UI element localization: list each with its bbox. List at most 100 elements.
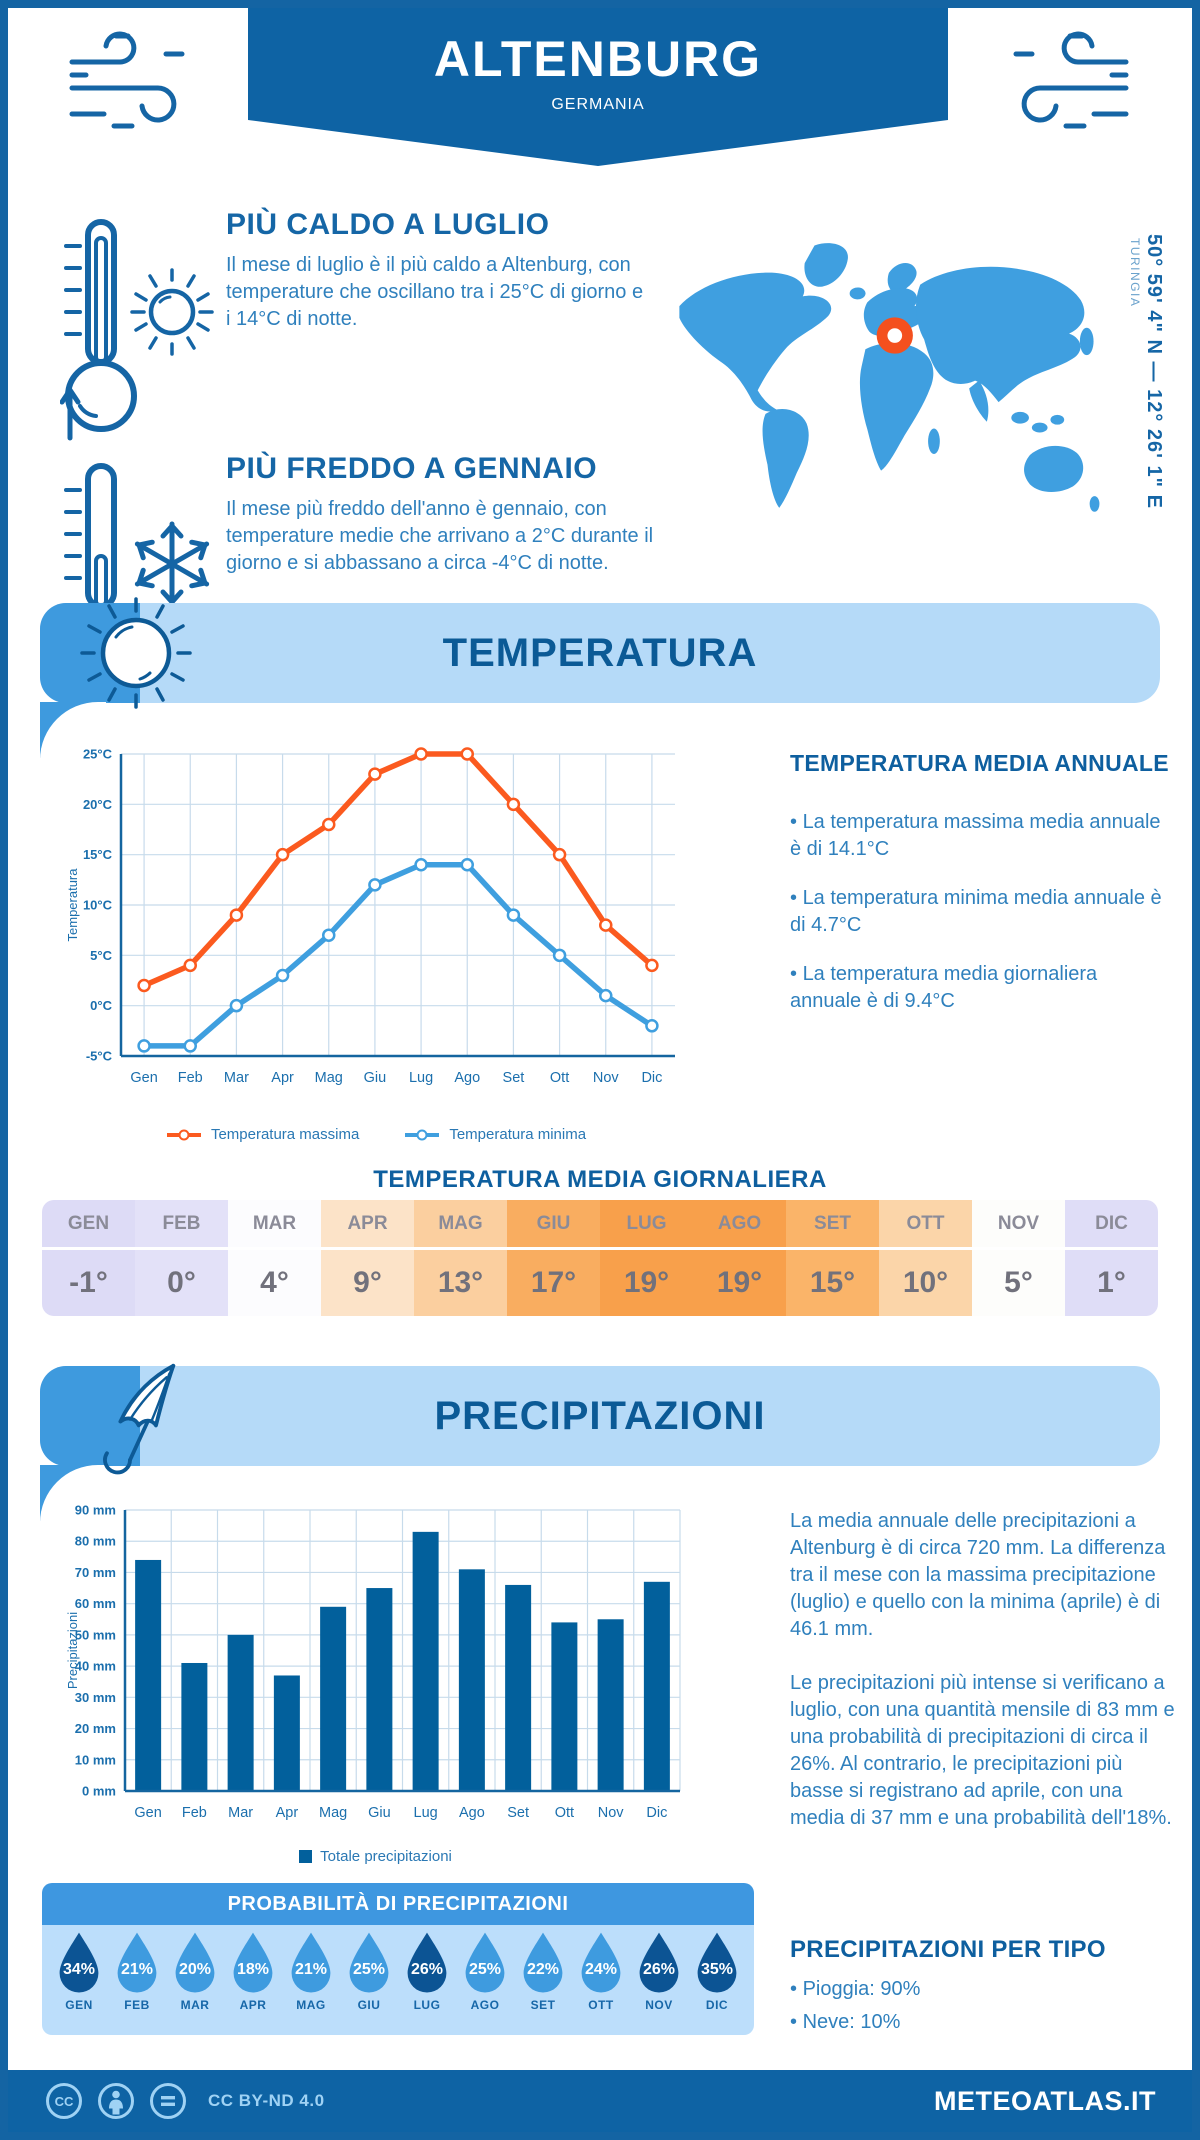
india xyxy=(969,380,989,422)
temperature-value-cell: 5° xyxy=(972,1250,1065,1316)
svg-text:Set: Set xyxy=(503,1070,525,1086)
temperature-value-cell: 17° xyxy=(507,1250,600,1316)
greenland xyxy=(804,243,848,287)
probability-value: 25% xyxy=(352,1961,386,1978)
probability-droplet: 22% SET xyxy=(516,1931,570,2012)
svg-text:5°C: 5°C xyxy=(90,948,112,963)
svg-text:Apr: Apr xyxy=(276,1805,299,1821)
month-header-cell: MAR xyxy=(228,1200,321,1247)
cc-nd-icon xyxy=(150,2083,186,2119)
precipitation-bar-chart: 0 mm 10 mm 20 mm 30 mm 40 mm 50 mm 60 mm 70 mm 8… xyxy=(65,1503,681,1821)
highlight-cold-title: PIÙ FREDDO A GENNAIO xyxy=(226,452,598,485)
month-header-cell: LUG xyxy=(600,1200,693,1247)
probability-droplet: 26% NOV xyxy=(632,1931,686,2012)
droplet-icon xyxy=(581,1932,621,1993)
australia xyxy=(1024,445,1084,492)
coordinates-text: 50° 59' 4" N — 12° 26' 1" E xyxy=(1143,234,1165,509)
south-america xyxy=(762,409,809,508)
highlight-cold: PIÙ FREDDO A GENNAIO Il mese più freddo … xyxy=(226,452,656,577)
svg-text:Ago: Ago xyxy=(459,1805,485,1821)
bar-chart-legend: Totale precipitazioni xyxy=(63,1848,688,1865)
svg-text:Dic: Dic xyxy=(641,1070,662,1086)
svg-text:10°C: 10°C xyxy=(83,898,113,913)
svg-text:70 mm: 70 mm xyxy=(75,1565,116,1580)
svg-text:-5°C: -5°C xyxy=(86,1049,113,1064)
world-map xyxy=(679,243,1100,512)
droplet-month-label: AGO xyxy=(470,1998,500,2012)
sun-icon xyxy=(130,268,214,356)
svg-text:60 mm: 60 mm xyxy=(75,1596,116,1611)
month-header-cell: MAG xyxy=(414,1200,507,1247)
probability-droplet: 21% MAG xyxy=(284,1931,338,2012)
month-header-cell: FEB xyxy=(135,1200,228,1247)
svg-text:Mar: Mar xyxy=(224,1070,249,1086)
probability-value: 20% xyxy=(178,1961,212,1978)
svg-text:Gen: Gen xyxy=(134,1805,161,1821)
month-header-cell: DIC xyxy=(1065,1200,1158,1247)
temperature-section-title: TEMPERATURA xyxy=(442,631,758,675)
footer: CC CC BY-ND 4.0 METEOATLAS.IT xyxy=(8,2070,1192,2132)
droplet-month-label: NOV xyxy=(645,1998,673,2012)
svg-text:Lug: Lug xyxy=(414,1805,438,1821)
svg-text:Feb: Feb xyxy=(182,1805,207,1821)
africa xyxy=(859,342,934,471)
snowflake-icon xyxy=(134,521,210,607)
droplet-icon xyxy=(407,1932,447,1993)
probability-droplet: 18% APR xyxy=(226,1931,280,2012)
temperature-value-cell: 0° xyxy=(135,1250,228,1316)
droplet-month-label: MAR xyxy=(180,1998,210,2012)
uk xyxy=(849,287,866,300)
annual-bullet: La temperatura media giornaliera annuale… xyxy=(790,961,1170,1015)
daily-temperature-table: GEN FEB MAR APR MAG GIU LUG AGO SET OTT NOV DIC -1° 0… xyxy=(42,1200,1158,1316)
probability-droplet: 34% GEN xyxy=(52,1931,106,2012)
svg-text:10 mm: 10 mm xyxy=(75,1752,116,1767)
svg-text:30 mm: 30 mm xyxy=(75,1690,116,1705)
svg-text:Nov: Nov xyxy=(598,1805,625,1821)
coordinates: 50° 59' 4" N — 12° 26' 1" E TURINGIA xyxy=(1128,234,1165,554)
droplet-icon xyxy=(291,1932,331,1993)
temperature-line-chart: -5°C 0°C 5°C 10°C 15°C 20°C 25°C Gen Feb Mar Apr Ma… xyxy=(65,747,675,1086)
asia xyxy=(915,266,1085,403)
svg-text:20 mm: 20 mm xyxy=(75,1721,116,1736)
north-america xyxy=(679,272,832,412)
location-pin xyxy=(876,317,913,354)
droplet-icon xyxy=(639,1932,679,1993)
month-header-cell: GEN xyxy=(42,1200,135,1247)
annual-temperature-title: TEMPERATURA MEDIA ANNUALE xyxy=(790,750,1169,776)
month-header-cell: SET xyxy=(786,1200,879,1247)
month-header-cell: NOV xyxy=(972,1200,1065,1247)
legend-item: Temperatura massima xyxy=(165,1126,359,1143)
probability-value: 21% xyxy=(294,1961,328,1978)
droplet-month-label: LUG xyxy=(413,1998,441,2012)
precipitation-type-block: PRECIPITAZIONI PER TIPO Pioggia: 90% Neve… xyxy=(790,1936,1170,2042)
temperature-value-cell: 19° xyxy=(693,1250,786,1316)
probability-droplet: 25% GIU xyxy=(342,1931,396,2012)
svg-text:50 mm: 50 mm xyxy=(75,1627,116,1642)
droplet-month-label: OTT xyxy=(588,1998,614,2012)
temperature-value-cell: 15° xyxy=(786,1250,879,1316)
temperature-value-cell: -1° xyxy=(42,1250,135,1316)
umbrella-icon xyxy=(103,1363,176,1475)
droplet-icon xyxy=(349,1932,389,1993)
svg-text:Gen: Gen xyxy=(130,1070,157,1086)
svg-text:CC: CC xyxy=(55,2094,74,2109)
brand-logo: METEOATLAS.IT xyxy=(934,2085,1156,2116)
scandinavia xyxy=(887,263,917,293)
precipitation-paragraph-2: Le precipitazioni più intense si verific… xyxy=(790,1672,1175,1829)
temperature-value-cell: 9° xyxy=(321,1250,414,1316)
droplet-icon xyxy=(117,1932,157,1993)
page-title: ALTENBURG xyxy=(433,31,763,87)
probability-value: 25% xyxy=(468,1961,502,1978)
temperature-value-cell: 13° xyxy=(414,1250,507,1316)
precipitation-section-title: PRECIPITAZIONI xyxy=(434,1394,766,1438)
madagascar xyxy=(928,428,940,455)
svg-text:0 mm: 0 mm xyxy=(82,1784,116,1799)
svg-text:Nov: Nov xyxy=(593,1070,620,1086)
droplet-month-label: DIC xyxy=(705,1998,729,2012)
svg-text:Mar: Mar xyxy=(228,1805,253,1821)
svg-text:15°C: 15°C xyxy=(83,847,113,862)
annual-bullet: La temperatura massima media annuale è d… xyxy=(790,809,1170,863)
temperature-value-cell: 1° xyxy=(1065,1250,1158,1316)
temperature-value-cell: 19° xyxy=(600,1250,693,1316)
svg-text:Mag: Mag xyxy=(319,1805,347,1821)
